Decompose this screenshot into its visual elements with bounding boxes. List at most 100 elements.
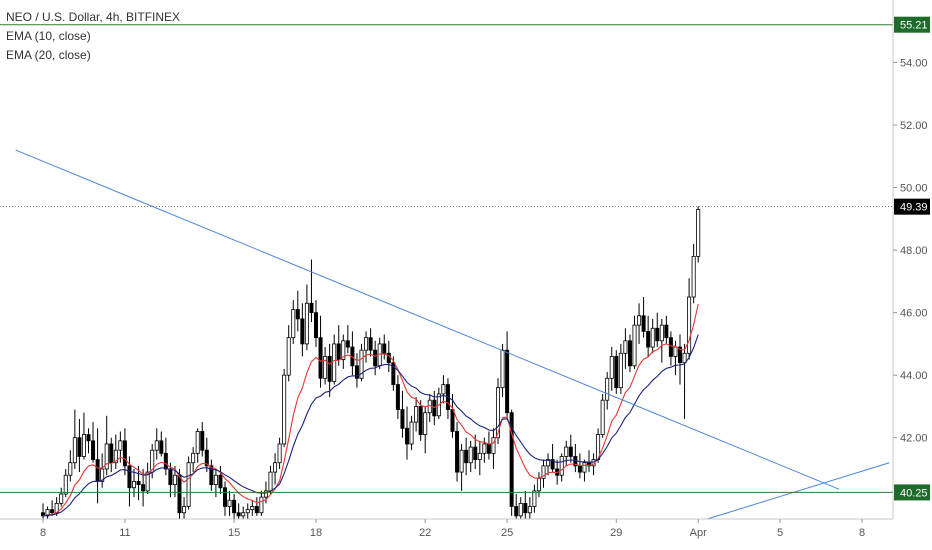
candle-body[interactable] <box>332 343 337 382</box>
candle-body[interactable] <box>222 487 227 507</box>
candle-body[interactable] <box>168 468 173 486</box>
candle-body[interactable] <box>295 309 300 320</box>
candle-body[interactable] <box>286 337 291 376</box>
candle-body[interactable] <box>473 446 478 460</box>
candle-body[interactable] <box>300 318 305 345</box>
candle-body[interactable] <box>323 356 328 379</box>
candle-body[interactable] <box>141 484 146 492</box>
candle-body[interactable] <box>318 337 323 379</box>
candle-body[interactable] <box>313 312 318 339</box>
candle-body[interactable] <box>182 506 187 514</box>
candle-body[interactable] <box>509 412 514 507</box>
candle-body[interactable] <box>696 209 701 257</box>
candle-body[interactable] <box>659 324 664 342</box>
candle-body[interactable] <box>673 346 678 357</box>
candle-body[interactable] <box>291 309 296 339</box>
candle-body[interactable] <box>159 440 164 454</box>
candle-body[interactable] <box>118 440 123 451</box>
candle-body[interactable] <box>491 437 496 454</box>
candle-body[interactable] <box>163 452 168 470</box>
candle-body[interactable] <box>250 506 255 511</box>
candle-body[interactable] <box>304 302 309 345</box>
candle-body[interactable] <box>209 465 214 486</box>
candle-body[interactable] <box>373 349 378 367</box>
candle-body[interactable] <box>68 462 73 476</box>
candle-body[interactable] <box>687 296 692 354</box>
candle-body[interactable] <box>59 493 64 504</box>
candle-body[interactable] <box>577 465 582 473</box>
trendline-2[interactable] <box>707 462 890 519</box>
candle-body[interactable] <box>541 465 546 479</box>
candle-body[interactable] <box>600 399 605 435</box>
candle-body[interactable] <box>341 340 346 360</box>
candle-body[interactable] <box>81 434 86 457</box>
candle-body[interactable] <box>605 377 610 401</box>
candle-body[interactable] <box>45 509 50 517</box>
candle-body[interactable] <box>650 327 655 348</box>
candle-body[interactable] <box>327 356 332 382</box>
candle-body[interactable] <box>682 352 687 364</box>
candle-body[interactable] <box>536 477 541 492</box>
ema-20-legend[interactable]: EMA (20, close) <box>6 48 91 62</box>
candle-body[interactable] <box>459 449 464 473</box>
candle-body[interactable] <box>450 409 455 432</box>
candle-body[interactable] <box>668 337 673 357</box>
candle-body[interactable] <box>100 468 105 482</box>
candle-body[interactable] <box>72 437 77 464</box>
candle-body[interactable] <box>127 465 132 489</box>
price-axis[interactable]: 42.00 44.00 46.00 48.00 50.00 52.00 54.00 55.21… <box>892 0 930 519</box>
candle-body[interactable] <box>186 462 191 507</box>
candle-body[interactable] <box>254 506 259 514</box>
candle-body[interactable] <box>50 509 55 514</box>
candle-body[interactable] <box>218 474 223 489</box>
candle-body[interactable] <box>582 462 587 473</box>
candle-body[interactable] <box>655 327 660 342</box>
symbol-title[interactable]: NEO / U.S. Dollar, 4h, BITFINEX <box>6 10 181 24</box>
candle-body[interactable] <box>77 437 82 457</box>
candle-body[interactable] <box>637 315 642 326</box>
candle-body[interactable] <box>623 340 628 354</box>
candle-body[interactable] <box>268 471 273 492</box>
candle-body[interactable] <box>500 349 505 389</box>
candle-body[interactable] <box>236 512 241 517</box>
candle-body[interactable] <box>63 474 68 495</box>
candle-body[interactable] <box>136 481 141 486</box>
candle-body[interactable] <box>418 406 423 435</box>
candle-body[interactable] <box>382 343 387 354</box>
trendline-1[interactable] <box>15 149 840 490</box>
candle-body[interactable] <box>177 474 182 514</box>
candle-body[interactable] <box>154 440 159 451</box>
candle-body[interactable] <box>309 302 314 314</box>
candle-body[interactable] <box>632 324 637 367</box>
candle-body[interactable] <box>550 459 555 470</box>
candle-body[interactable] <box>145 471 150 492</box>
level-price-tag[interactable]: 55.21 <box>900 20 928 32</box>
candle-body[interactable] <box>232 499 237 514</box>
candle-body[interactable] <box>627 340 632 367</box>
candle-body[interactable] <box>646 331 651 348</box>
candle-body[interactable] <box>131 481 136 489</box>
candle-body[interactable] <box>641 315 646 332</box>
candle-body[interactable] <box>195 431 200 454</box>
candle-body[interactable] <box>468 446 473 464</box>
candle-body[interactable] <box>104 443 109 470</box>
candle-body[interactable] <box>477 452 482 460</box>
candle-body[interactable] <box>241 512 246 517</box>
candle-body[interactable] <box>95 459 100 482</box>
candle-body[interactable] <box>109 443 114 464</box>
candle-body[interactable] <box>345 340 350 348</box>
candle-body[interactable] <box>200 431 205 451</box>
candle-body[interactable] <box>359 349 364 379</box>
candle-body[interactable] <box>559 456 564 476</box>
candle-body[interactable] <box>455 431 460 473</box>
candle-body[interactable] <box>263 490 268 498</box>
candle-body[interactable] <box>568 446 573 457</box>
candle-body[interactable] <box>423 412 428 435</box>
candle-body[interactable] <box>464 449 469 464</box>
candle-body[interactable] <box>618 352 623 389</box>
candle-body[interactable] <box>172 474 177 486</box>
candle-body[interactable] <box>495 387 500 439</box>
candle-body[interactable] <box>664 324 669 339</box>
candle-body[interactable] <box>91 440 96 460</box>
candle-body[interactable] <box>277 443 282 464</box>
